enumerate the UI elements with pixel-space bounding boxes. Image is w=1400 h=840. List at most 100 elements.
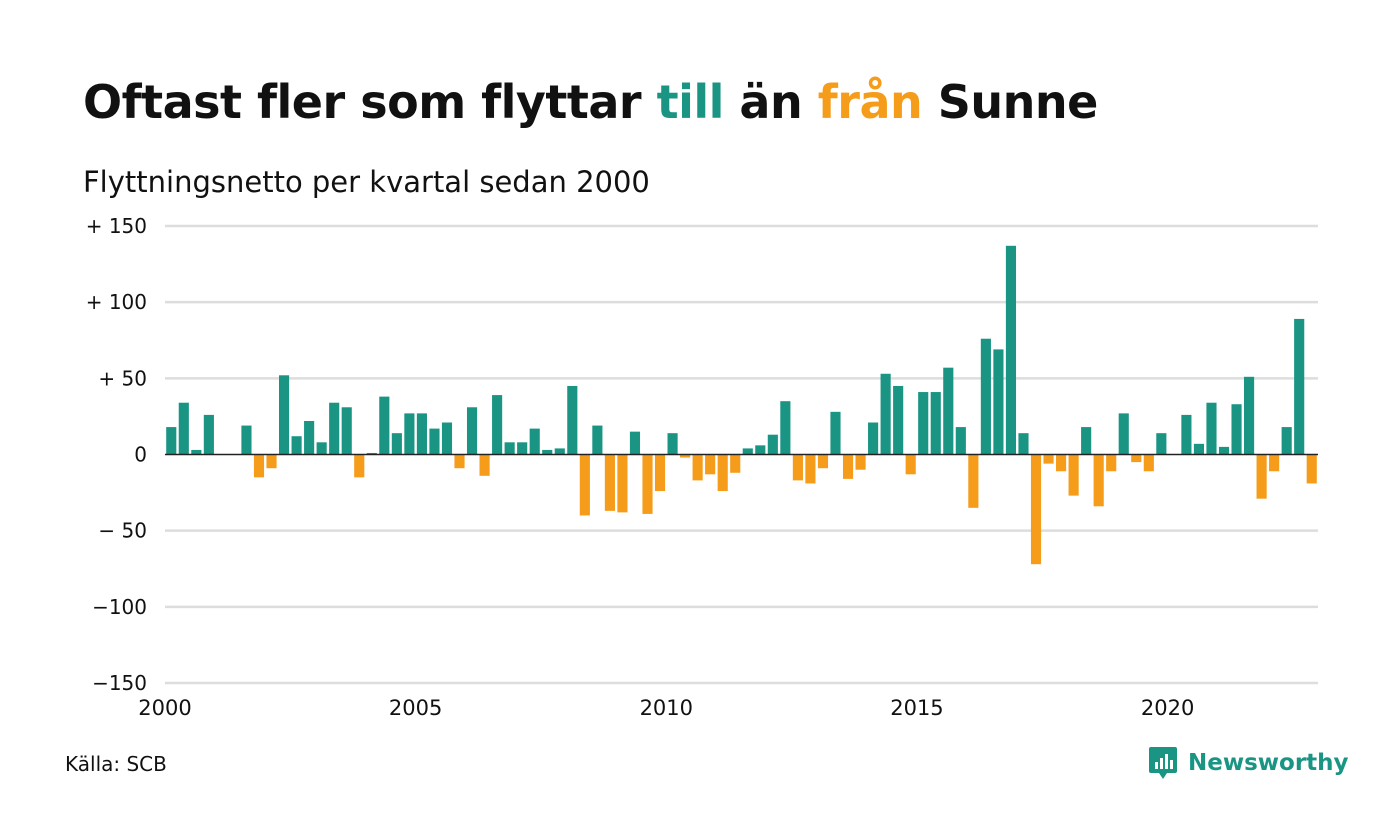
bar [1131,454,1142,463]
bar [930,392,941,455]
bar [479,454,490,476]
x-tick-label: 2010 [640,696,693,720]
y-axis-tick-labels: + 150 + 100 + 50 0 − 50 −100 −150 [86,214,147,695]
bar [429,428,440,455]
x-axis-tick-labels: 2000 2005 2010 2015 2020 [138,696,1194,720]
bar [1231,404,1242,455]
bar [416,413,427,455]
bar [529,428,540,455]
bar [1156,433,1167,455]
bar [391,433,402,455]
bar [316,442,327,455]
bar [792,454,803,481]
bar [329,402,340,455]
bar [1256,454,1267,499]
title-fran: från [817,75,923,129]
bar [980,338,991,455]
bar [680,454,691,458]
bar [955,427,966,455]
bar [1218,446,1230,455]
bar [1093,454,1104,507]
bar [404,413,415,455]
bar [742,448,753,455]
y-tick-label: + 100 [86,290,147,314]
bar [1181,414,1192,455]
bar [304,420,315,455]
bar [993,349,1004,455]
bar [253,454,265,478]
grid-lines [165,224,1318,685]
bar [730,454,741,473]
bar [1005,245,1017,455]
bar [166,427,177,455]
bar [918,392,929,455]
bar [542,449,553,455]
bar [868,422,879,455]
bar [504,442,515,455]
bar [880,373,891,455]
bar [629,431,641,455]
bar [1306,454,1317,484]
y-tick-label: + 50 [98,366,147,390]
bar [1056,454,1067,472]
bar [1193,443,1205,455]
bar [1018,433,1029,455]
bar [441,422,453,455]
title-till: till [656,75,725,129]
bar [842,454,854,479]
bar [341,407,352,455]
bar [968,454,979,508]
bar [191,449,202,455]
y-tick-label: − 50 [98,519,147,543]
bar [517,442,528,455]
bars [166,245,1317,565]
bar [667,433,678,455]
bar [1043,454,1054,464]
bar [905,454,916,475]
y-tick-label: + 150 [86,214,147,238]
bar [1106,454,1117,472]
bar [291,436,302,455]
bar [1068,454,1079,496]
bar [805,454,816,484]
y-tick-label: 0 [134,443,147,467]
y-tick-label: −150 [92,671,147,695]
bar [642,454,653,514]
x-tick-label: 2005 [389,696,442,720]
y-tick-label: −100 [92,595,147,619]
bar [893,385,904,455]
bar [354,454,365,478]
bar [604,454,615,511]
bar [755,445,766,455]
newsworthy-logo-icon [1149,747,1177,779]
bar [1206,402,1217,455]
bar [1269,454,1280,472]
bar [554,448,565,455]
bar [705,454,716,475]
bar [492,395,503,455]
bar [780,401,791,455]
bar [1281,427,1292,455]
x-tick-label: 2020 [1141,696,1194,720]
bar [366,452,377,455]
bar [454,454,465,469]
x-tick-label: 2000 [138,696,191,720]
bar [943,367,954,455]
bar [1118,413,1129,455]
bar [855,454,866,470]
bar [266,454,277,469]
title-part2: än [723,75,818,129]
newsworthy-logo: Newsworthy [1148,745,1349,781]
bar [178,402,189,455]
bar [567,385,578,455]
bar [830,411,841,455]
bar [1294,318,1305,455]
bar [1244,376,1255,455]
bar [203,414,214,455]
bar [592,425,603,455]
bar [1030,454,1042,565]
logo-text: Newsworthy [1188,750,1349,776]
bar [1143,454,1154,472]
bar [617,454,628,513]
bar [654,454,666,492]
